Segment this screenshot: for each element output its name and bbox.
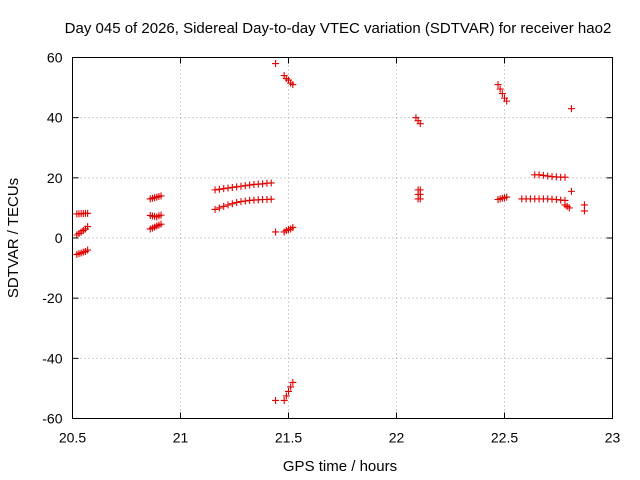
data-point: [84, 223, 92, 231]
data-point: [224, 201, 232, 209]
data-point: [272, 396, 280, 404]
data-point: [211, 205, 219, 213]
data-point: [259, 180, 267, 188]
x-tick-label: 21.5: [275, 430, 302, 446]
data-point: [544, 172, 552, 180]
data-point: [157, 211, 165, 219]
y-tick-label: -20: [42, 290, 62, 306]
data-point: [503, 97, 511, 105]
data-point: [289, 223, 297, 231]
y-tick-label: 60: [47, 50, 63, 66]
data-point: [267, 195, 275, 203]
data-point: [237, 182, 245, 190]
data-point: [503, 193, 511, 201]
data-point: [220, 185, 228, 193]
axis-ticks: [72, 57, 613, 419]
data-point: [561, 173, 569, 181]
data-point: [241, 197, 249, 205]
data-point: [241, 182, 249, 190]
chart-title: Day 045 of 2026, Sidereal Day-to-day VTE…: [65, 20, 612, 37]
data-point: [224, 184, 232, 192]
data-point: [416, 195, 424, 203]
data-point: [552, 195, 560, 203]
grid-lines: [72, 57, 613, 419]
data-point: [567, 187, 575, 195]
data-point: [157, 220, 165, 228]
data-point: [157, 192, 165, 200]
data-point: [282, 392, 290, 400]
y-tick-label: -60: [42, 411, 62, 427]
data-point: [498, 90, 506, 98]
data-point: [228, 200, 236, 208]
data-point: [84, 246, 92, 254]
data-point: [215, 185, 223, 193]
x-tick-label: 22: [389, 430, 405, 446]
data-point: [539, 171, 547, 179]
data-point: [580, 207, 588, 215]
data-point: [287, 383, 295, 391]
x-axis-tick-labels: 20.5 21 21.5 22 22.5 23: [59, 430, 621, 446]
data-points: [73, 60, 588, 404]
data-point: [220, 202, 228, 210]
data-point: [233, 183, 241, 191]
data-point: [215, 204, 223, 212]
data-point: [416, 120, 424, 128]
data-point: [289, 81, 297, 89]
data-point: [267, 179, 275, 187]
y-axis-label: SDTVAR / TECUs: [5, 178, 22, 298]
x-tick-label: 23: [605, 430, 621, 446]
data-point: [289, 378, 297, 386]
y-tick-label: 40: [47, 110, 63, 126]
data-point: [285, 387, 292, 395]
x-tick-label: 21: [173, 430, 189, 446]
data-point: [535, 171, 543, 179]
x-tick-label: 20.5: [59, 430, 86, 446]
y-tick-label: 20: [47, 170, 63, 186]
data-point: [228, 183, 236, 191]
x-axis-label: GPS time / hours: [283, 458, 397, 475]
y-tick-label: -40: [42, 350, 62, 366]
data-point: [580, 201, 588, 209]
data-point: [565, 204, 573, 212]
x-tick-label: 22.5: [491, 430, 518, 446]
data-point: [84, 209, 92, 217]
data-point: [272, 60, 280, 68]
data-point: [233, 199, 241, 207]
data-point: [494, 81, 502, 89]
data-point: [272, 228, 280, 236]
data-point: [567, 105, 575, 113]
data-point: [496, 85, 504, 93]
y-tick-label: 0: [55, 230, 63, 246]
data-point: [280, 396, 288, 404]
data-point: [246, 181, 254, 189]
data-point: [211, 186, 219, 194]
data-point: [237, 198, 245, 206]
y-axis-tick-labels: -60 -40 -20 0 20 40 60: [42, 50, 62, 427]
